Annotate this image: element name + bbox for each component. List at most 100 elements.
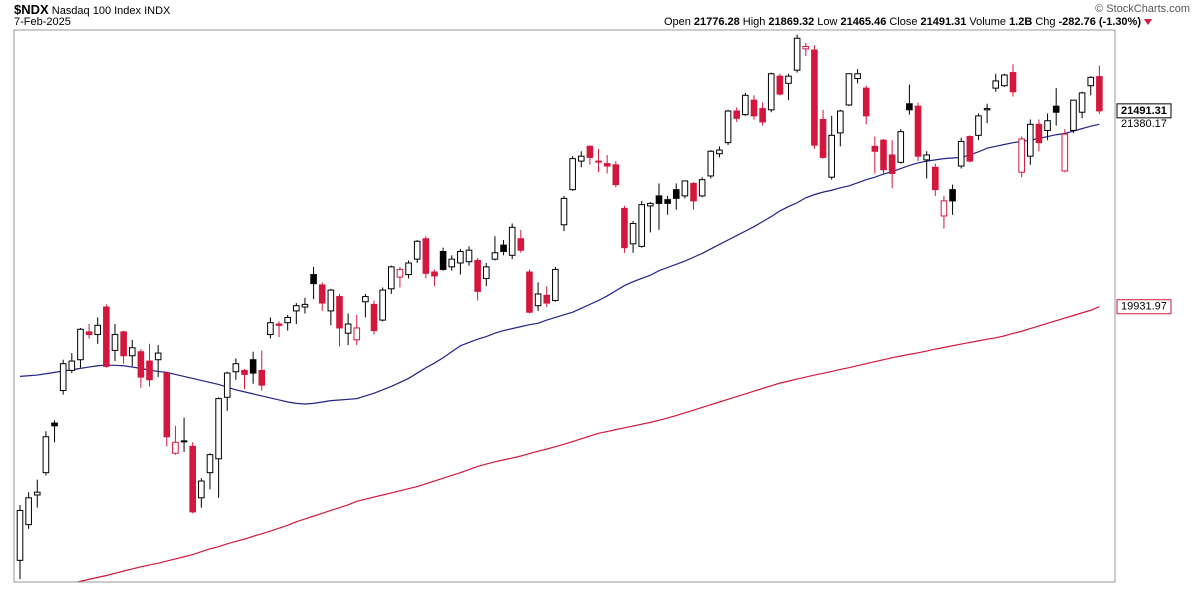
candle-body <box>1096 76 1103 112</box>
candle-body <box>51 422 58 427</box>
candle-body <box>681 180 689 197</box>
candle-body <box>811 49 818 146</box>
candle-body <box>146 360 153 381</box>
candle-body <box>16 509 24 561</box>
candle-body <box>154 352 162 361</box>
candle-body <box>388 266 395 290</box>
candle-body <box>621 207 628 249</box>
candle-body <box>370 303 378 332</box>
candle-body <box>992 80 1000 89</box>
candle-body <box>508 226 516 256</box>
candle-body <box>405 262 412 276</box>
candle-body <box>543 294 551 304</box>
price-label: 21380.17 <box>1121 118 1167 130</box>
candle-body <box>612 164 620 186</box>
plot-frame <box>13 29 1116 583</box>
quote-value: 21776.28 <box>693 16 740 28</box>
quote-label: High <box>742 16 766 28</box>
quote-value: 21491.31 <box>920 16 967 28</box>
candle-body <box>1044 120 1051 131</box>
candle-body <box>534 293 542 307</box>
candle-body <box>120 331 127 357</box>
candle-body <box>396 268 404 278</box>
candle-body <box>25 497 32 526</box>
price-label: 21491.31 <box>1121 105 1167 117</box>
candle-body <box>1035 123 1043 144</box>
candle-body <box>301 303 309 308</box>
candle-body <box>448 258 456 268</box>
candle-body <box>258 369 266 386</box>
candle-body <box>198 480 205 499</box>
quote-label: Close <box>889 16 918 28</box>
candle-body <box>932 166 939 191</box>
quote-value: 21465.46 <box>840 16 887 28</box>
candle-body <box>1052 105 1060 113</box>
title-row: $NDX Nasdaq 100 Index INDX <box>14 3 170 18</box>
candle-body <box>724 110 732 144</box>
candle-body <box>552 268 559 301</box>
candle-body <box>189 445 196 513</box>
candle-body <box>966 136 974 162</box>
candle-body <box>241 369 248 375</box>
watermark: © StockCharts.com <box>1095 3 1190 15</box>
candle-body <box>664 199 671 204</box>
date: 7-Feb-2025 <box>14 16 71 28</box>
candle-body <box>888 154 896 174</box>
candle-body <box>603 163 611 167</box>
candle-body <box>215 398 222 460</box>
candle-body <box>293 305 300 312</box>
candle-body <box>1026 123 1034 157</box>
candle-body <box>457 250 464 264</box>
candle-body <box>690 182 697 202</box>
down-arrow <box>1144 19 1152 26</box>
candle-body <box>526 271 533 313</box>
candle-body <box>500 244 507 252</box>
price-label-box <box>1116 299 1172 315</box>
candle-body <box>569 158 576 191</box>
candle-body <box>284 316 291 324</box>
candle-body <box>318 284 326 304</box>
quote-label: Volume <box>969 16 1007 28</box>
quote-value: -282.76 <box>1058 16 1096 28</box>
candle-body <box>983 108 991 111</box>
candle-body <box>413 240 421 260</box>
candle-body <box>785 75 792 84</box>
candle-body <box>750 99 758 117</box>
price-label-box <box>1116 103 1172 119</box>
candle-body <box>871 145 879 152</box>
moving-average-line <box>75 306 1100 582</box>
candle-body <box>111 334 119 351</box>
candle-body <box>793 37 801 71</box>
candle-body <box>1061 133 1069 172</box>
price-label: 19931.97 <box>1121 301 1167 313</box>
candle-body <box>577 155 585 162</box>
candle-body <box>77 328 84 361</box>
candle-body <box>310 274 317 285</box>
candle-body <box>819 118 827 158</box>
candle-body <box>560 197 568 226</box>
candle-body <box>862 87 870 117</box>
candle-body <box>923 154 930 161</box>
candle-body <box>1078 92 1086 113</box>
candle-body <box>180 440 188 443</box>
candle-body <box>940 200 948 217</box>
candle-body <box>837 110 844 134</box>
candle-body <box>344 323 352 334</box>
candle-body <box>802 45 810 50</box>
candle-body <box>68 360 76 371</box>
candle-body <box>716 149 723 155</box>
candle-body <box>33 491 41 496</box>
candle-body <box>949 189 956 202</box>
candle-body <box>828 134 835 178</box>
symbol: $NDX <box>14 2 49 17</box>
candle-body <box>137 351 145 378</box>
candle-body <box>431 271 438 277</box>
candle-body <box>465 249 473 263</box>
candle-body <box>776 75 784 95</box>
candle-body <box>206 454 214 474</box>
candle-body <box>897 131 905 163</box>
candle-body <box>647 202 654 207</box>
quote-label: Low <box>817 16 838 28</box>
candle-body <box>906 103 913 111</box>
